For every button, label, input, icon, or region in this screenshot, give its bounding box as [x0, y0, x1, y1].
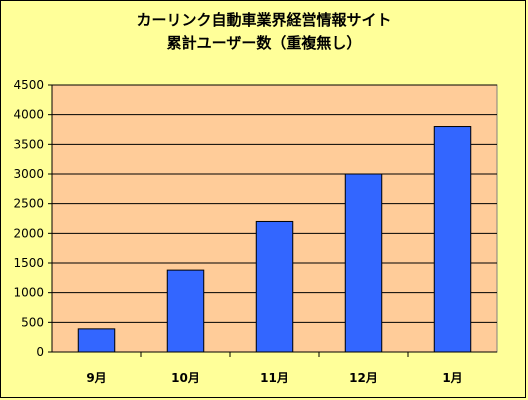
x-tick-label: 12月 [349, 371, 378, 385]
x-tick-label: 11月 [260, 371, 289, 385]
y-tick-label: 4500 [13, 78, 44, 92]
y-tick-label: 2000 [13, 226, 44, 240]
chart-title: カーリンク自動車業界経営情報サイト [136, 11, 392, 29]
x-tick-label: 10月 [171, 371, 200, 385]
y-tick-label: 1500 [13, 256, 44, 270]
y-tick-label: 2500 [13, 197, 44, 211]
bar [344, 173, 383, 353]
y-tick-label: 500 [21, 315, 44, 329]
bar [166, 269, 205, 353]
y-tick-label: 1000 [13, 286, 44, 300]
y-tick-label: 4000 [13, 108, 44, 122]
y-tick-label: 0 [36, 345, 44, 359]
bar [77, 328, 116, 353]
y-tick-label: 3500 [13, 137, 44, 151]
x-tick-label: 9月 [86, 371, 106, 385]
bar [255, 220, 294, 353]
bar [433, 126, 472, 353]
chart-subtitle: 累計ユーザー数（重複無し） [166, 34, 362, 52]
y-tick-label: 3000 [13, 167, 44, 181]
x-tick-label: 1月 [442, 371, 462, 385]
